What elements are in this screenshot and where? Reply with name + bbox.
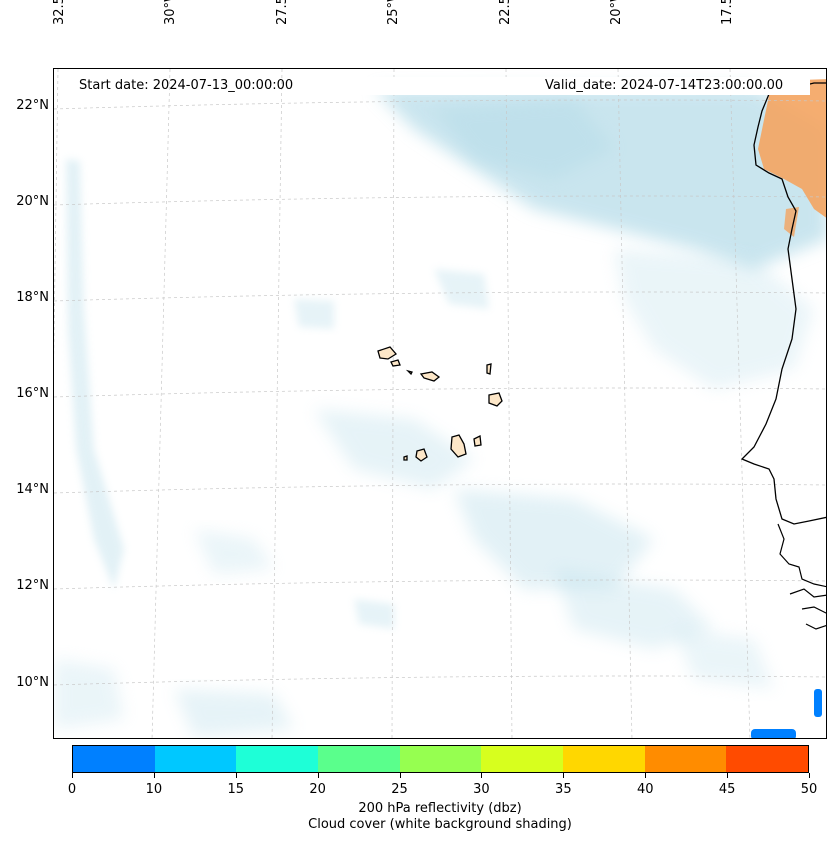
colorbar-label-1: 200 hPa reflectivity (dbz)	[358, 801, 522, 816]
colorbar-segment	[399, 746, 482, 772]
blue-patch-2	[814, 689, 822, 717]
lon-label-27-5w: 27.5°W	[275, 0, 290, 25]
colorbar-tick-mark	[809, 773, 810, 778]
colorbar-tick-label: 45	[718, 782, 736, 797]
lon-label-32-5w: 32.5°W	[52, 0, 67, 25]
coastline-africa	[740, 82, 826, 525]
colorbar-tick-label: 40	[636, 782, 654, 797]
colorbar-tick-mark	[645, 773, 647, 778]
colorbar	[72, 745, 809, 773]
colorbar-tick-label: 0	[67, 782, 77, 797]
colorbar-segment	[318, 746, 400, 772]
colorbar-segment	[236, 746, 319, 772]
colorbar-segment	[644, 746, 727, 772]
colorbar-segment	[563, 746, 645, 772]
lat-label-18n: 18°N	[16, 290, 49, 305]
lon-label-22-5w: 22.5°W	[498, 0, 513, 25]
lon-label-20w: 20°W	[609, 0, 624, 25]
lon-label-17-5w: 17.5°W	[720, 0, 735, 25]
header-strip	[354, 77, 810, 95]
colorbar-label-2: Cloud cover (white background shading)	[308, 817, 572, 832]
cloud-cover	[54, 87, 826, 737]
warm-shading	[758, 79, 826, 218]
colorbar-tick-label: 35	[555, 782, 572, 797]
colorbar-tick-mark	[317, 773, 319, 778]
lon-label-25w: 25°W	[386, 0, 401, 25]
colorbar-tick-mark	[563, 773, 565, 778]
map-area[interactable]	[53, 68, 827, 739]
start-date-label: Start date: 2024-07-13_00:00:00	[79, 78, 294, 93]
coastline-south	[777, 523, 826, 630]
lat-label-22n: 22°N	[16, 98, 49, 113]
colorbar-title: 200 hPa reflectivity (dbz) Cloud cover (…	[0, 801, 837, 833]
lon-label-30w: 30°W	[163, 0, 178, 25]
map-svg	[54, 69, 826, 738]
colorbar-tick-mark	[72, 773, 73, 778]
colorbar-tick-mark	[727, 773, 729, 778]
blue-patch-1	[751, 729, 796, 738]
colorbar-tick-label: 15	[227, 782, 245, 797]
colorbar-tick-mark	[235, 773, 237, 778]
colorbar-tick-label: 25	[391, 782, 408, 797]
colorbar-tick-mark	[153, 773, 155, 778]
colorbar-tick-label: 30	[473, 782, 490, 797]
graticule	[54, 69, 826, 738]
colorbar-tick-label: 50	[800, 782, 818, 797]
colorbar-tick-label: 10	[145, 782, 163, 797]
lat-label-16n: 16°N	[16, 386, 49, 401]
colorbar-tick-mark	[399, 773, 401, 778]
colorbar-tick-mark	[481, 773, 483, 778]
colorbar-segment	[73, 746, 155, 772]
lat-label-10n: 10°N	[16, 675, 49, 690]
cape-verde-islands	[377, 346, 503, 462]
valid-date-label: Valid_date: 2024-07-14T23:00:00.00	[545, 78, 784, 93]
colorbar-tick-label: 20	[309, 782, 326, 797]
colorbar-segment	[481, 746, 564, 772]
lat-label-14n: 14°N	[16, 482, 49, 497]
colorbar-segment	[726, 746, 809, 772]
colorbar-segment	[154, 746, 237, 772]
lat-label-12n: 12°N	[16, 578, 49, 593]
lat-label-20n: 20°N	[16, 194, 49, 209]
